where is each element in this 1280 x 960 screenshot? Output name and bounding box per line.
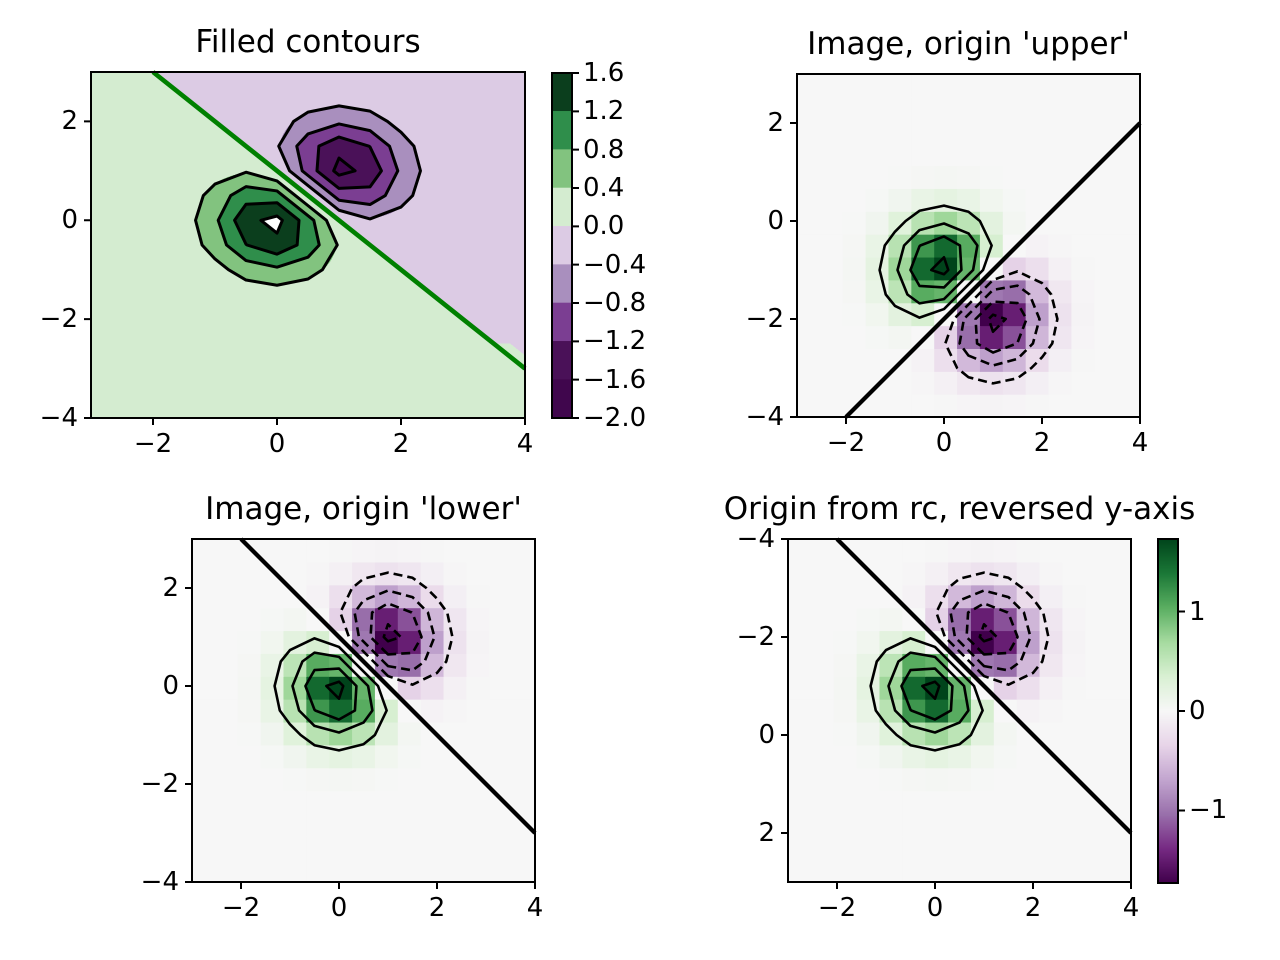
colorbar-tick-label: −0.8 [583, 288, 647, 318]
subplot-title-image-origin-upper: Image, origin 'upper' [807, 26, 1130, 62]
y-tick-label: 2 [61, 106, 78, 137]
colorbar-tick-label: 0.4 [583, 173, 625, 203]
y-tick-label: 0 [767, 206, 784, 236]
x-tick-label: 0 [330, 893, 348, 923]
colorbar-tick-label: 1.2 [583, 96, 625, 127]
colorbar-tick-label: −1.6 [583, 364, 647, 395]
colorbar-tick-label: 0.8 [583, 134, 625, 165]
x-tick-label: 0 [926, 893, 944, 923]
x-tick-label: 0 [268, 429, 286, 459]
y-tick-label: −4 [39, 403, 78, 433]
x-tick-label: −2 [221, 893, 261, 923]
colorbar-tick-label: 1.6 [583, 58, 625, 88]
y-tick-label: 0 [162, 671, 179, 701]
colorbar-tick-label: −1 [1189, 795, 1228, 826]
x-tick-label: 2 [428, 893, 446, 923]
colorbar-tick-label: −0.4 [583, 249, 647, 280]
colorbar-tick-label: 0 [1189, 696, 1206, 726]
x-tick-label: −2 [133, 429, 173, 459]
colorbar-tick-label: 0.0 [583, 211, 625, 242]
colorbar-tick-label: −2.0 [583, 403, 647, 433]
y-tick-label: −4 [745, 402, 784, 432]
y-tick-label: 2 [758, 818, 775, 848]
y-tick-label: −4 [736, 524, 775, 554]
y-tick-label: 2 [767, 108, 784, 138]
y-tick-label: −4 [140, 867, 179, 897]
x-tick-label: 4 [516, 429, 534, 459]
y-tick-label: −2 [39, 304, 78, 335]
x-tick-label: −2 [817, 893, 857, 923]
colorbar-tick-label: 1 [1189, 596, 1206, 627]
x-tick-label: 2 [392, 429, 410, 459]
x-tick-label: 4 [1131, 428, 1149, 458]
x-tick-label: 4 [526, 893, 544, 923]
x-tick-label: 4 [1122, 893, 1140, 923]
subplot-title-origin-from-rc: Origin from rc, reversed y-axis [723, 491, 1196, 527]
x-tick-label: −2 [826, 428, 866, 458]
colorbar-tick-label: −1.2 [583, 326, 647, 357]
x-tick-label: 2 [1033, 428, 1051, 458]
y-tick-label: −2 [736, 622, 775, 652]
subplot-title-image-origin-lower: Image, origin 'lower' [205, 491, 522, 527]
y-tick-label: −2 [745, 304, 784, 334]
x-tick-label: 0 [935, 428, 953, 458]
y-tick-label: 2 [162, 573, 179, 603]
y-tick-label: 0 [61, 205, 78, 236]
subplot-title-filled-contours: Filled contours [195, 24, 421, 60]
x-tick-label: 2 [1024, 893, 1042, 923]
y-tick-label: −2 [140, 769, 179, 799]
y-tick-label: 0 [758, 720, 775, 750]
